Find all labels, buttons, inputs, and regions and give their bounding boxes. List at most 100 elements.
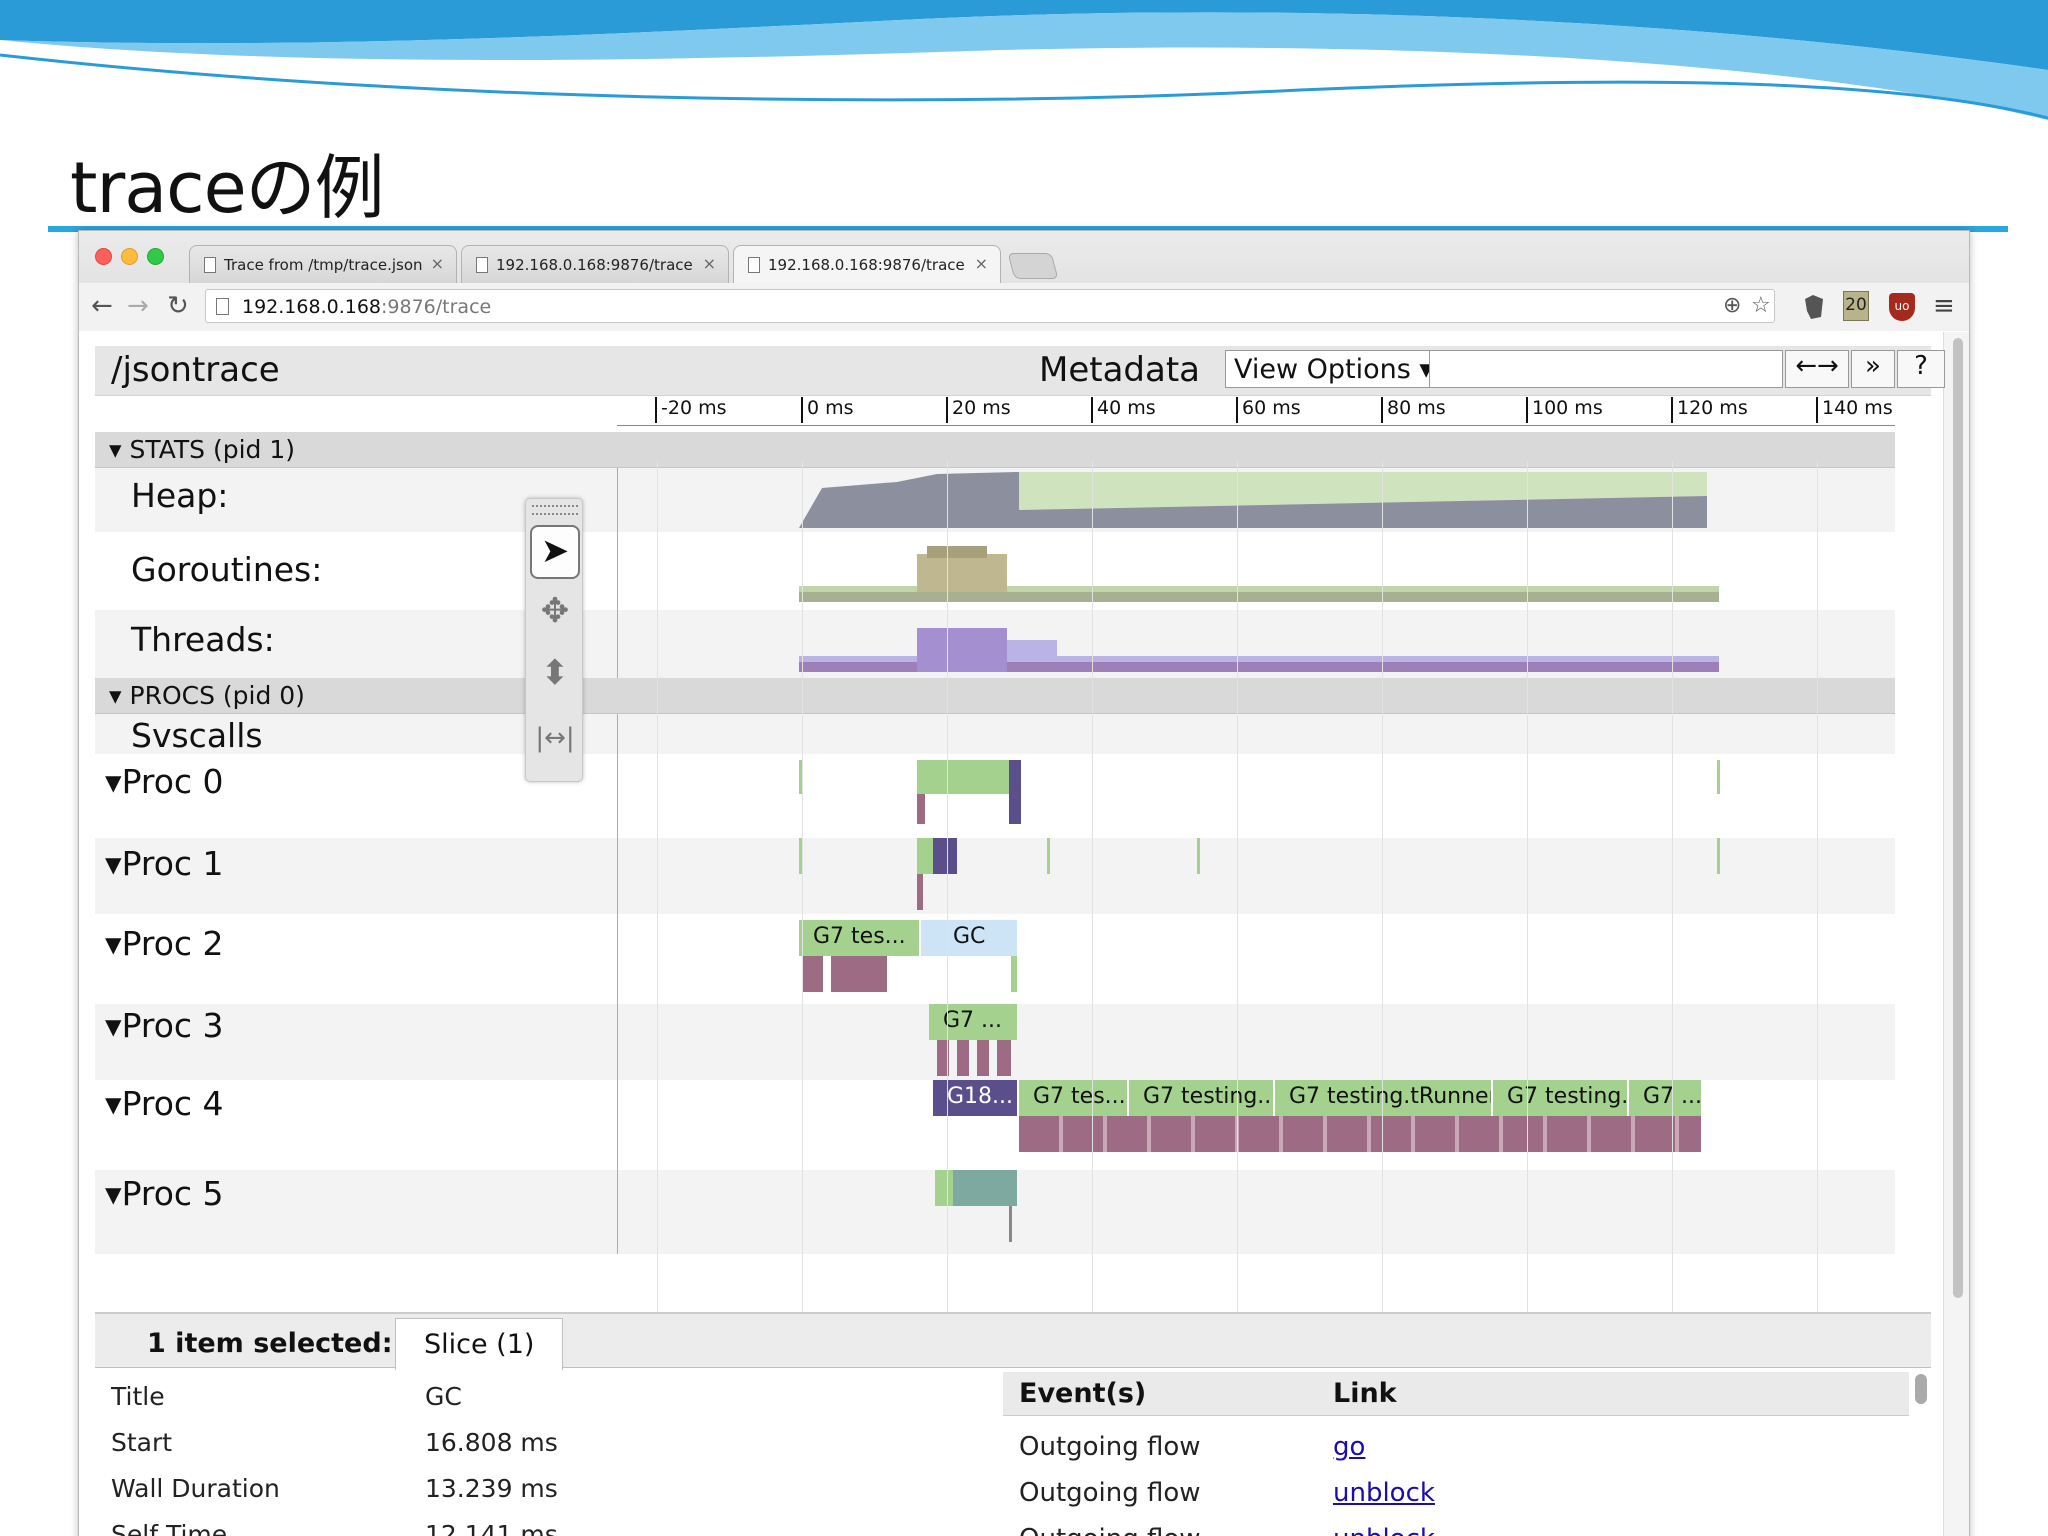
track-label: ▾Proc 4 (105, 1084, 224, 1123)
extension-badge[interactable]: 20 (1843, 291, 1869, 321)
reload-icon[interactable]: ↻ (167, 291, 189, 321)
zoom-icon[interactable]: ⊕ (1723, 293, 1742, 318)
events-table-header: Event(s) Link (1003, 1372, 1909, 1416)
goroutine-slice[interactable]: G7 testing... (1129, 1080, 1273, 1116)
maximize-window-button[interactable] (147, 248, 164, 265)
heap-counter-graph (799, 472, 1707, 528)
track-label: ▾Proc 1 (105, 844, 224, 883)
grid-line (1817, 460, 1818, 1360)
pan-tool-icon[interactable]: ✥ (540, 591, 570, 631)
zoom-tool-icon[interactable]: ⬍ (540, 653, 570, 693)
trace-viewer-header: /jsontrace Metadata View Options ▾ ←→ » … (95, 346, 1945, 396)
page-icon (476, 257, 488, 273)
heap-track[interactable]: Heap: (95, 468, 1895, 532)
analysis-tab-bar: 1 item selected: Slice (1) (95, 1314, 1931, 1370)
tab-title: Trace from /tmp/trace.json (224, 256, 423, 274)
address-url[interactable]: 192.168.0.168:9876/trace (242, 296, 491, 318)
forward-arrow-icon[interactable]: → (127, 291, 149, 321)
new-tab-button[interactable] (1007, 253, 1059, 279)
track-label: Goroutines: (131, 550, 323, 589)
grid-line (1672, 460, 1673, 1360)
proc-3-track[interactable]: ▾Proc 3 G7 ... (95, 1004, 1895, 1080)
track-label: Svscalls (131, 716, 263, 755)
proc-2-track[interactable]: ▾Proc 2 G7 tes... GC (95, 914, 1895, 1004)
menu-icon[interactable]: ≡ (1933, 291, 1955, 321)
goroutine-slice[interactable]: G7 ... (1629, 1080, 1701, 1116)
help-button[interactable]: ? (1897, 350, 1945, 388)
goroutines-track[interactable]: Goroutines: (95, 532, 1895, 610)
lane-divider (617, 714, 618, 754)
track-label: Threads: (131, 620, 275, 659)
proc-0-track[interactable]: ▾Proc 0 (95, 754, 1895, 838)
track-label: ▾Proc 3 (105, 1006, 224, 1045)
close-tab-icon[interactable]: × (430, 254, 444, 273)
lane-divider (617, 610, 618, 678)
goroutine-slice[interactable]: G7 testing... (1493, 1080, 1627, 1116)
gc-slice-selected[interactable]: GC (921, 920, 1017, 956)
proc-4-subslices (1019, 1116, 1701, 1152)
metadata-button[interactable]: Metadata (1039, 350, 1201, 390)
event-type: Outgoing flow (1019, 1524, 1201, 1536)
ruler-tick: 80 ms (1381, 397, 1446, 423)
close-tab-icon[interactable]: × (702, 254, 716, 273)
address-bar[interactable]: 192.168.0.168:9876/trace (205, 289, 1775, 323)
back-arrow-icon[interactable]: ← (91, 291, 113, 321)
proc-4-track[interactable]: ▾Proc 4 G18... G7 tes... G7 testing... G… (95, 1080, 1895, 1170)
view-options-dropdown[interactable]: View Options ▾ (1225, 350, 1442, 388)
slice-tab[interactable]: Slice (1) (395, 1318, 564, 1370)
threads-track[interactable]: Threads: (95, 610, 1895, 678)
close-window-button[interactable] (95, 248, 112, 265)
browser-chrome: Trace from /tmp/trace.json × 192.168.0.1… (79, 231, 1969, 331)
browser-tab-1[interactable]: Trace from /tmp/trace.json × (189, 245, 457, 283)
events-scrollbar[interactable] (1915, 1374, 1927, 1404)
close-tab-icon[interactable]: × (974, 254, 988, 273)
ublock-icon[interactable]: uo (1889, 293, 1915, 321)
tab-title: 192.168.0.168:9876/trace (496, 256, 693, 274)
ruler-tick: 20 ms (946, 397, 1011, 423)
mouse-mode-selector: ➤ ✥ ⬍ |↔| (525, 498, 583, 782)
drag-handle[interactable] (532, 505, 578, 515)
proc-1-track[interactable]: ▾Proc 1 (95, 838, 1895, 914)
timeline-tracks[interactable]: -20 ms 0 ms 20 ms 40 ms 60 ms 80 ms 100 … (95, 396, 1895, 1360)
page-scrollbar[interactable] (1943, 332, 1969, 1536)
ruler-tick: 100 ms (1526, 397, 1603, 423)
ruler-tick: 40 ms (1091, 397, 1156, 423)
detail-key: Self Time (111, 1520, 228, 1536)
ruler-tick: 60 ms (1236, 397, 1301, 423)
lane-divider (617, 1080, 618, 1170)
event-link[interactable]: go (1333, 1432, 1366, 1462)
scrollbar-thumb[interactable] (1953, 338, 1963, 1298)
procs-section-header[interactable]: ▾ PROCS (pid 0) (95, 678, 1895, 714)
goroutine-slice[interactable]: G7 testing.tRunner (1275, 1080, 1491, 1116)
event-type: Outgoing flow (1019, 1432, 1201, 1462)
goroutine-slice[interactable]: G18... (933, 1080, 1017, 1116)
browser-tab-2[interactable]: 192.168.0.168:9876/trace × (461, 245, 729, 283)
minimize-window-button[interactable] (121, 248, 138, 265)
event-link[interactable]: unblock (1333, 1478, 1435, 1508)
proc-5-track[interactable]: ▾Proc 5 (95, 1170, 1895, 1254)
trace-title: /jsontrace (111, 350, 280, 390)
evernote-extension-icon[interactable] (1801, 293, 1827, 321)
goroutine-slice[interactable]: G7 ... (929, 1004, 1017, 1040)
next-button[interactable]: » (1851, 350, 1895, 388)
link-column-header: Link (1333, 1378, 1397, 1409)
svscalls-track[interactable]: Svscalls (95, 714, 1895, 755)
browser-tab-3-active[interactable]: 192.168.0.168:9876/trace × (733, 245, 1001, 283)
event-link[interactable]: unblock (1333, 1524, 1435, 1536)
stats-section-header[interactable]: ▾ STATS (pid 1) (95, 432, 1895, 468)
timing-tool-icon[interactable]: |↔| (535, 723, 575, 753)
detail-value: 16.808 ms (425, 1428, 558, 1457)
bookmark-star-icon[interactable]: ☆ (1751, 293, 1771, 318)
nav-arrows-button[interactable]: ←→ (1785, 350, 1849, 388)
detail-value: 12.141 ms (425, 1520, 558, 1536)
goroutine-slice[interactable]: G7 tes... (799, 920, 919, 956)
goroutine-slice[interactable]: G7 tes... (1019, 1080, 1127, 1116)
search-input[interactable] (1429, 350, 1783, 388)
header-wave-graphic (0, 0, 2048, 120)
lane-divider (617, 838, 618, 914)
ruler-tick: 0 ms (801, 397, 854, 423)
proc-2-subslices (803, 956, 1017, 992)
select-tool-icon[interactable]: ➤ (530, 525, 580, 579)
events-column-header: Event(s) (1019, 1378, 1147, 1409)
grid-line (1092, 460, 1093, 1360)
